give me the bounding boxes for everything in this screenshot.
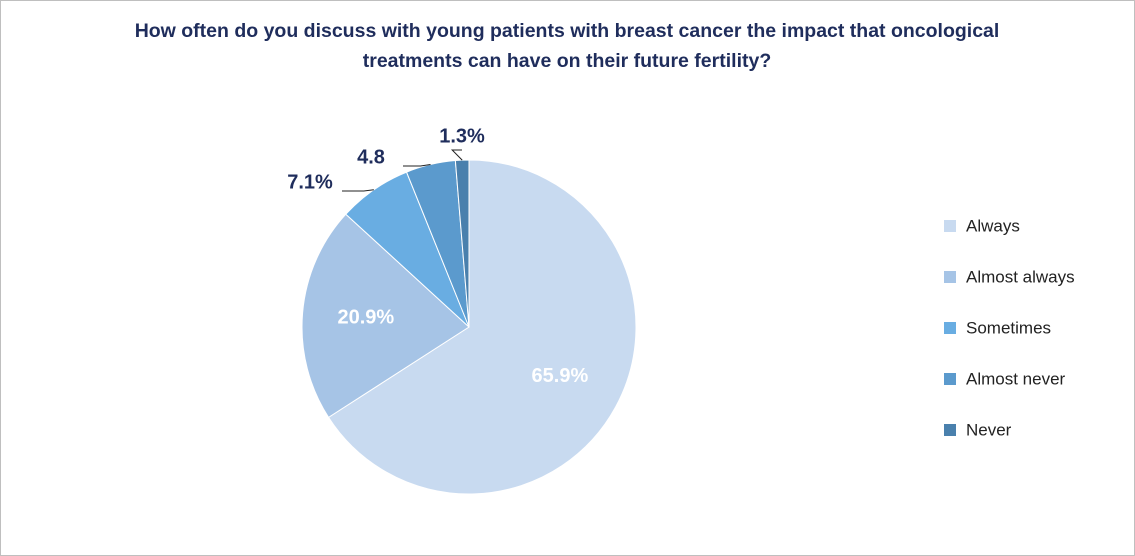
legend-swatch [944, 373, 956, 385]
data-label: 20.9% [337, 307, 394, 329]
data-label: 65.9% [532, 365, 589, 387]
legend-swatch [944, 271, 956, 283]
legend-label: Almost never [966, 369, 1066, 388]
legend-swatch [944, 322, 956, 334]
leader-line [450, 149, 463, 161]
pie-slice [301, 213, 470, 419]
data-label: 4.8 [357, 146, 385, 168]
legend-label: Always [966, 216, 1020, 235]
chart-title: How often do you discuss with young pati… [134, 20, 1000, 72]
legend-label: Almost always [966, 267, 1075, 286]
leader-line [403, 163, 431, 167]
leader-line [342, 189, 374, 192]
data-label: 1.3% [439, 125, 485, 147]
legend-swatch [944, 424, 956, 436]
pie-slice [327, 159, 637, 495]
legend-label: Sometimes [966, 318, 1051, 337]
legend-label: Never [966, 420, 1012, 439]
data-label: 7.1% [287, 171, 333, 193]
legend-swatch [944, 220, 956, 232]
